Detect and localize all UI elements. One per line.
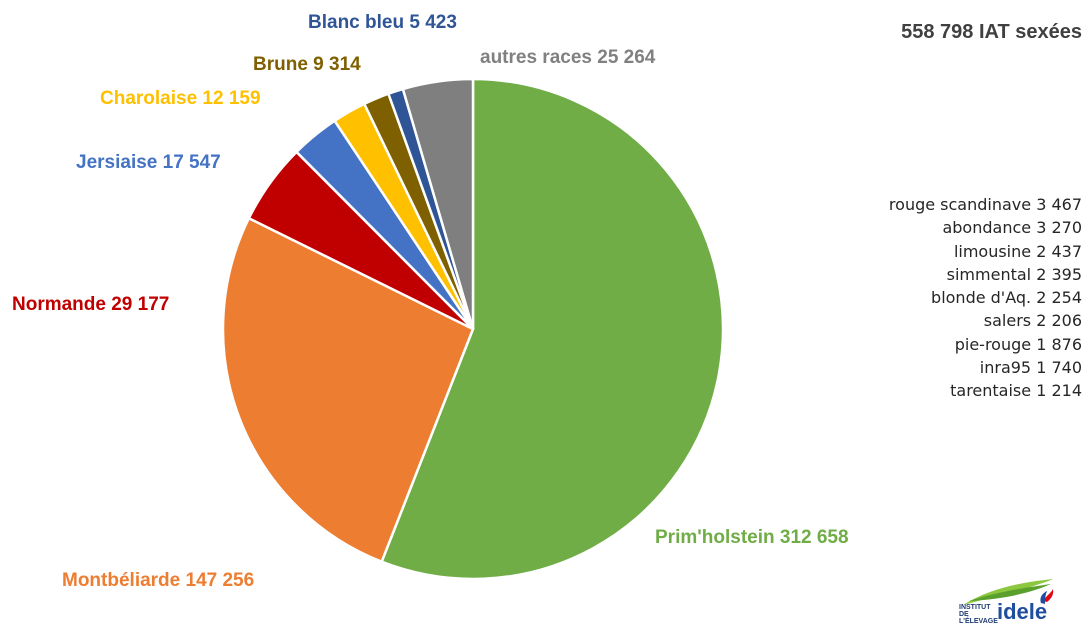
idele-logo: INSTITUT DE L'ÉLEVAGE idele <box>955 575 1085 625</box>
label-primholstein: Prim'holstein 312 658 <box>655 527 849 548</box>
label-autres-races: autres races 25 264 <box>480 47 656 68</box>
others-item: pie-rouge 1 876 <box>954 334 1082 354</box>
logo-idele-text: idele <box>997 599 1048 624</box>
others-item: simmental 2 395 <box>946 264 1082 284</box>
others-breakdown-list: rouge scandinave 3 467 abondance 3 270 lim… <box>889 193 1082 403</box>
label-brune: Brune 9 314 <box>253 54 361 75</box>
others-item: salers 2 206 <box>983 311 1082 331</box>
idele-swoosh-icon <box>963 579 1054 605</box>
others-item: inra95 1 740 <box>979 358 1082 378</box>
label-montbeliarde: Montbéliarde 147 256 <box>62 570 255 591</box>
others-item: abondance 3 270 <box>942 218 1082 238</box>
label-normande: Normande 29 177 <box>12 294 170 315</box>
label-blanc-bleu: Blanc bleu 5 423 <box>308 12 457 33</box>
label-charolaise: Charolaise 12 159 <box>100 88 261 109</box>
pie-slice-1 <box>221 216 475 564</box>
others-item: tarentaise 1 214 <box>950 381 1082 401</box>
others-item: limousine 2 437 <box>953 241 1082 261</box>
chart-title: 558 798 IAT sexées <box>901 21 1082 43</box>
others-item: blonde d'Aq. 2 254 <box>931 288 1082 308</box>
pie-slice-0 <box>380 77 725 581</box>
pie-slice-7 <box>401 77 475 330</box>
label-jersiaise: Jersiaise 17 547 <box>76 152 221 173</box>
logo-institut-text: INSTITUT DE L'ÉLEVAGE <box>959 604 998 625</box>
others-item: rouge scandinave 3 467 <box>888 195 1082 214</box>
